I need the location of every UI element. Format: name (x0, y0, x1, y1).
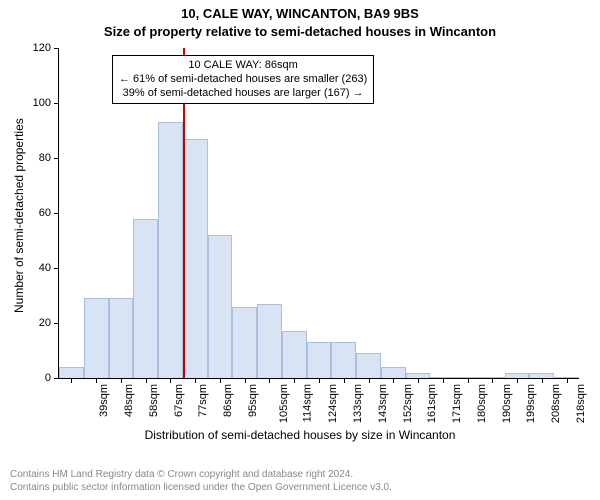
histogram-bar (331, 342, 356, 378)
footer-line-1: Contains HM Land Registry data © Crown c… (10, 469, 392, 482)
x-tick-label: 86sqm (222, 384, 234, 417)
histogram-bar (282, 331, 307, 378)
x-tick-label: 48sqm (123, 384, 135, 417)
footer-line-2: Contains public sector information licen… (10, 482, 392, 495)
x-tick-label: 77sqm (197, 384, 209, 417)
histogram-bar (356, 353, 381, 378)
x-tick-label: 190sqm (501, 384, 513, 423)
x-tick-label: 171sqm (451, 384, 463, 423)
x-tick-label: 199sqm (525, 384, 537, 423)
x-tick-label: 208sqm (550, 384, 562, 423)
y-tick-label: 120 (33, 42, 51, 54)
chart-title-sub: Size of property relative to semi-detach… (0, 24, 600, 39)
x-tick (121, 378, 122, 383)
x-tick (195, 378, 196, 383)
x-tick (369, 378, 370, 383)
y-tick-label: 100 (33, 97, 51, 109)
x-tick (517, 378, 518, 383)
histogram-bar (183, 139, 208, 378)
x-tick (542, 378, 543, 383)
y-axis-label: Number of semi-detached properties (12, 118, 26, 313)
y-tick-label: 40 (39, 262, 51, 274)
histogram-bar (59, 367, 84, 378)
histogram-bar (257, 304, 282, 378)
x-tick (443, 378, 444, 383)
x-tick (418, 378, 419, 383)
x-tick-label: 39sqm (98, 384, 110, 417)
x-tick (170, 378, 171, 383)
x-tick (567, 378, 568, 383)
legend-box: 10 CALE WAY: 86sqm← 61% of semi-detached… (112, 55, 374, 104)
legend-line: 10 CALE WAY: 86sqm (119, 59, 367, 73)
x-tick (71, 378, 72, 383)
y-tick-label: 80 (39, 152, 51, 164)
legend-line: 39% of semi-detached houses are larger (… (119, 87, 367, 101)
x-tick (468, 378, 469, 383)
x-tick-label: 143sqm (377, 384, 389, 423)
x-tick-label: 105sqm (278, 384, 290, 423)
legend-line: ← 61% of semi-detached houses are smalle… (119, 73, 367, 87)
x-axis-label: Distribution of semi-detached houses by … (0, 428, 600, 442)
x-tick (269, 378, 270, 383)
x-tick (393, 378, 394, 383)
x-tick (245, 378, 246, 383)
x-tick-label: 161sqm (426, 384, 438, 423)
x-tick (492, 378, 493, 383)
histogram-bar (208, 235, 233, 378)
chart-title-main: 10, CALE WAY, WINCANTON, BA9 9BS (0, 6, 600, 21)
x-tick-label: 152sqm (402, 384, 414, 423)
y-tick-label: 20 (39, 317, 51, 329)
footer-attribution: Contains HM Land Registry data © Crown c… (10, 469, 392, 494)
histogram-bar (158, 122, 183, 378)
x-tick (96, 378, 97, 383)
x-tick (146, 378, 147, 383)
y-tick (54, 48, 59, 49)
x-tick (319, 378, 320, 383)
x-tick-label: 124sqm (327, 384, 339, 423)
y-tick (54, 158, 59, 159)
histogram-bar (307, 342, 332, 378)
x-tick (220, 378, 221, 383)
y-tick (54, 213, 59, 214)
histogram-bar (133, 219, 158, 379)
y-tick-label: 60 (39, 207, 51, 219)
y-tick (54, 103, 59, 104)
x-tick-label: 133sqm (352, 384, 364, 423)
x-tick-label: 180sqm (476, 384, 488, 423)
histogram-bar (381, 367, 406, 378)
x-tick-label: 58sqm (148, 384, 160, 417)
y-tick (54, 268, 59, 269)
x-tick (294, 378, 295, 383)
x-tick-label: 95sqm (247, 384, 259, 417)
x-tick-label: 67sqm (173, 384, 185, 417)
y-tick-label: 0 (45, 372, 51, 384)
y-tick (54, 323, 59, 324)
x-tick-label: 218sqm (575, 384, 587, 423)
histogram-bar (232, 307, 257, 379)
histogram-bar (84, 298, 109, 378)
histogram-bar (109, 298, 134, 378)
x-tick (344, 378, 345, 383)
y-tick (54, 378, 59, 379)
x-tick-label: 114sqm (302, 384, 314, 422)
